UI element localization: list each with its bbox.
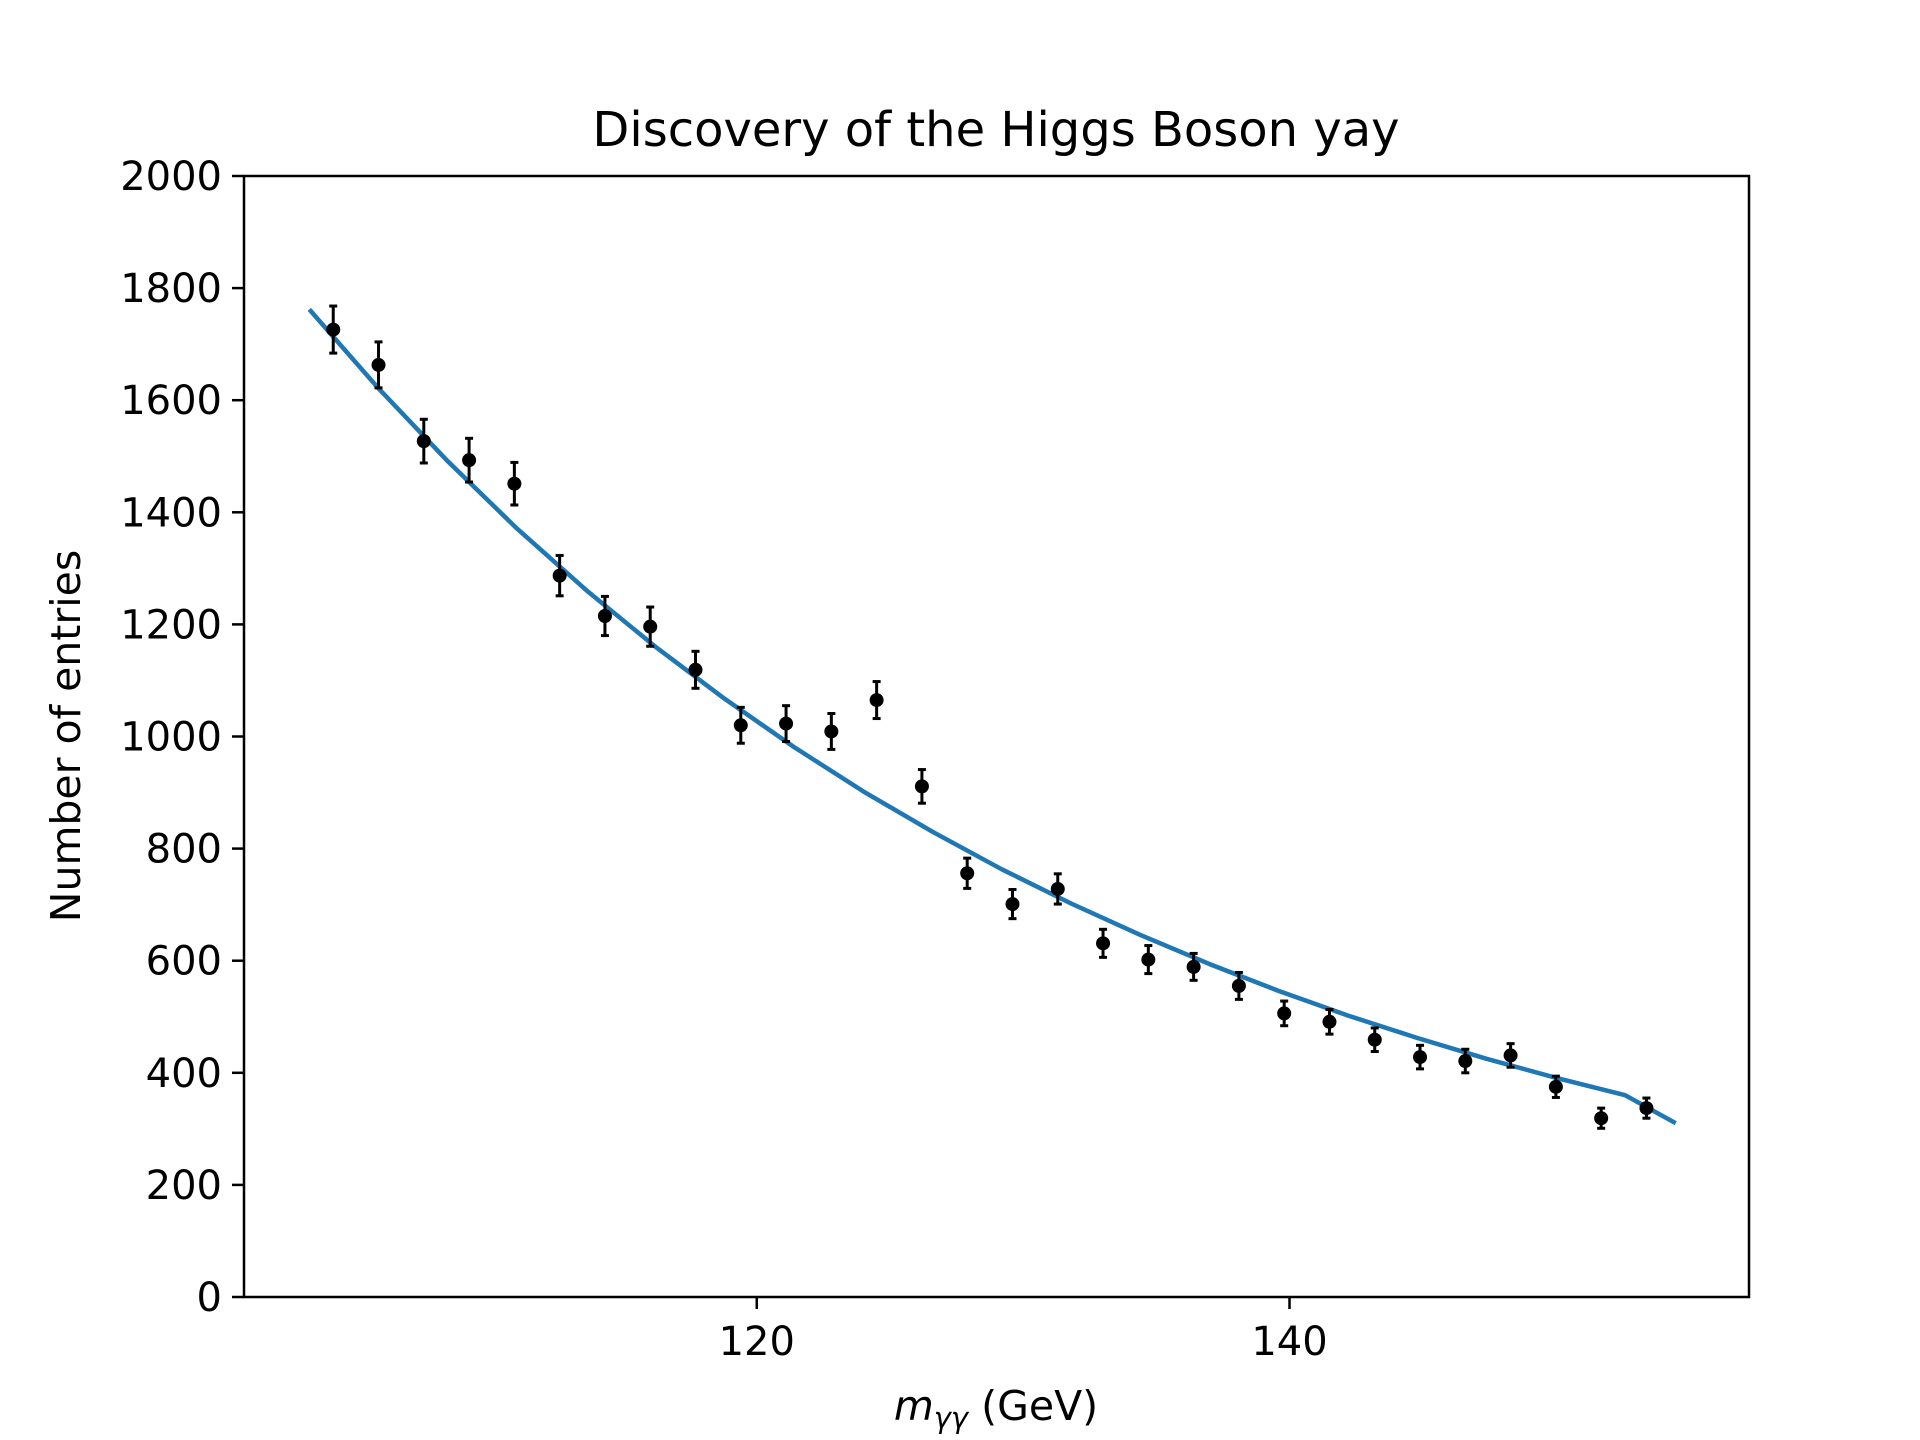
plot-marks bbox=[307, 304, 1677, 1130]
data-point bbox=[1050, 881, 1065, 896]
data-point bbox=[824, 724, 839, 739]
data-point bbox=[1231, 978, 1246, 993]
data-point bbox=[416, 434, 431, 449]
x-tick-label: 140 bbox=[1251, 1319, 1327, 1365]
data-point bbox=[1639, 1101, 1654, 1116]
data-point bbox=[1413, 1050, 1428, 1065]
data-point bbox=[960, 866, 975, 881]
data-point bbox=[1503, 1048, 1518, 1063]
data-point bbox=[1594, 1111, 1609, 1126]
y-tick-label: 400 bbox=[146, 1051, 222, 1097]
chart-title: Discovery of the Higgs Boson yay bbox=[592, 102, 1399, 158]
x-axis-label: mγγ (GeV) bbox=[894, 1382, 1098, 1435]
data-point bbox=[462, 453, 477, 468]
data-point bbox=[914, 779, 929, 794]
y-tick-label: 1800 bbox=[120, 266, 222, 312]
data-point bbox=[371, 357, 386, 372]
y-tick-label: 1000 bbox=[120, 715, 222, 761]
data-point bbox=[1322, 1014, 1337, 1029]
x-axis-label-symbol: m bbox=[894, 1382, 934, 1430]
data-point bbox=[1005, 897, 1020, 912]
x-axis-label-subscript: γγ bbox=[934, 1401, 970, 1435]
data-point bbox=[1186, 959, 1201, 974]
y-tick-label: 600 bbox=[146, 939, 222, 985]
y-tick-label: 1600 bbox=[120, 378, 222, 424]
data-point bbox=[1096, 936, 1111, 951]
fit-curve bbox=[307, 307, 1677, 1126]
data-point bbox=[1141, 952, 1156, 967]
data-point bbox=[1367, 1032, 1382, 1047]
data-point bbox=[597, 608, 612, 623]
data-point bbox=[869, 693, 884, 708]
data-point bbox=[643, 619, 658, 634]
data-point bbox=[1548, 1079, 1563, 1094]
y-tick-label: 800 bbox=[146, 827, 222, 873]
data-point bbox=[507, 476, 522, 491]
y-tick-label: 1200 bbox=[120, 602, 222, 648]
y-axis-label: Number of entries bbox=[42, 550, 90, 922]
data-point bbox=[733, 718, 748, 733]
data-point bbox=[326, 322, 341, 337]
y-tick-label: 0 bbox=[197, 1275, 222, 1321]
y-tick-label: 200 bbox=[146, 1163, 222, 1209]
data-point bbox=[1277, 1006, 1292, 1021]
x-tick-label: 120 bbox=[719, 1319, 795, 1365]
y-axis: 0 200 400 600 800 1000 1200 1400 1600 1800 2000 bbox=[120, 154, 244, 1321]
data-point bbox=[779, 716, 794, 731]
y-tick-label: 2000 bbox=[120, 154, 222, 200]
y-tick-label: 1400 bbox=[120, 490, 222, 536]
data-point bbox=[552, 568, 567, 583]
x-axis-label-unit: (GeV) bbox=[968, 1382, 1098, 1430]
data-point bbox=[1458, 1054, 1473, 1069]
x-axis: 120 140 bbox=[719, 1297, 1328, 1365]
data-point bbox=[688, 662, 703, 677]
